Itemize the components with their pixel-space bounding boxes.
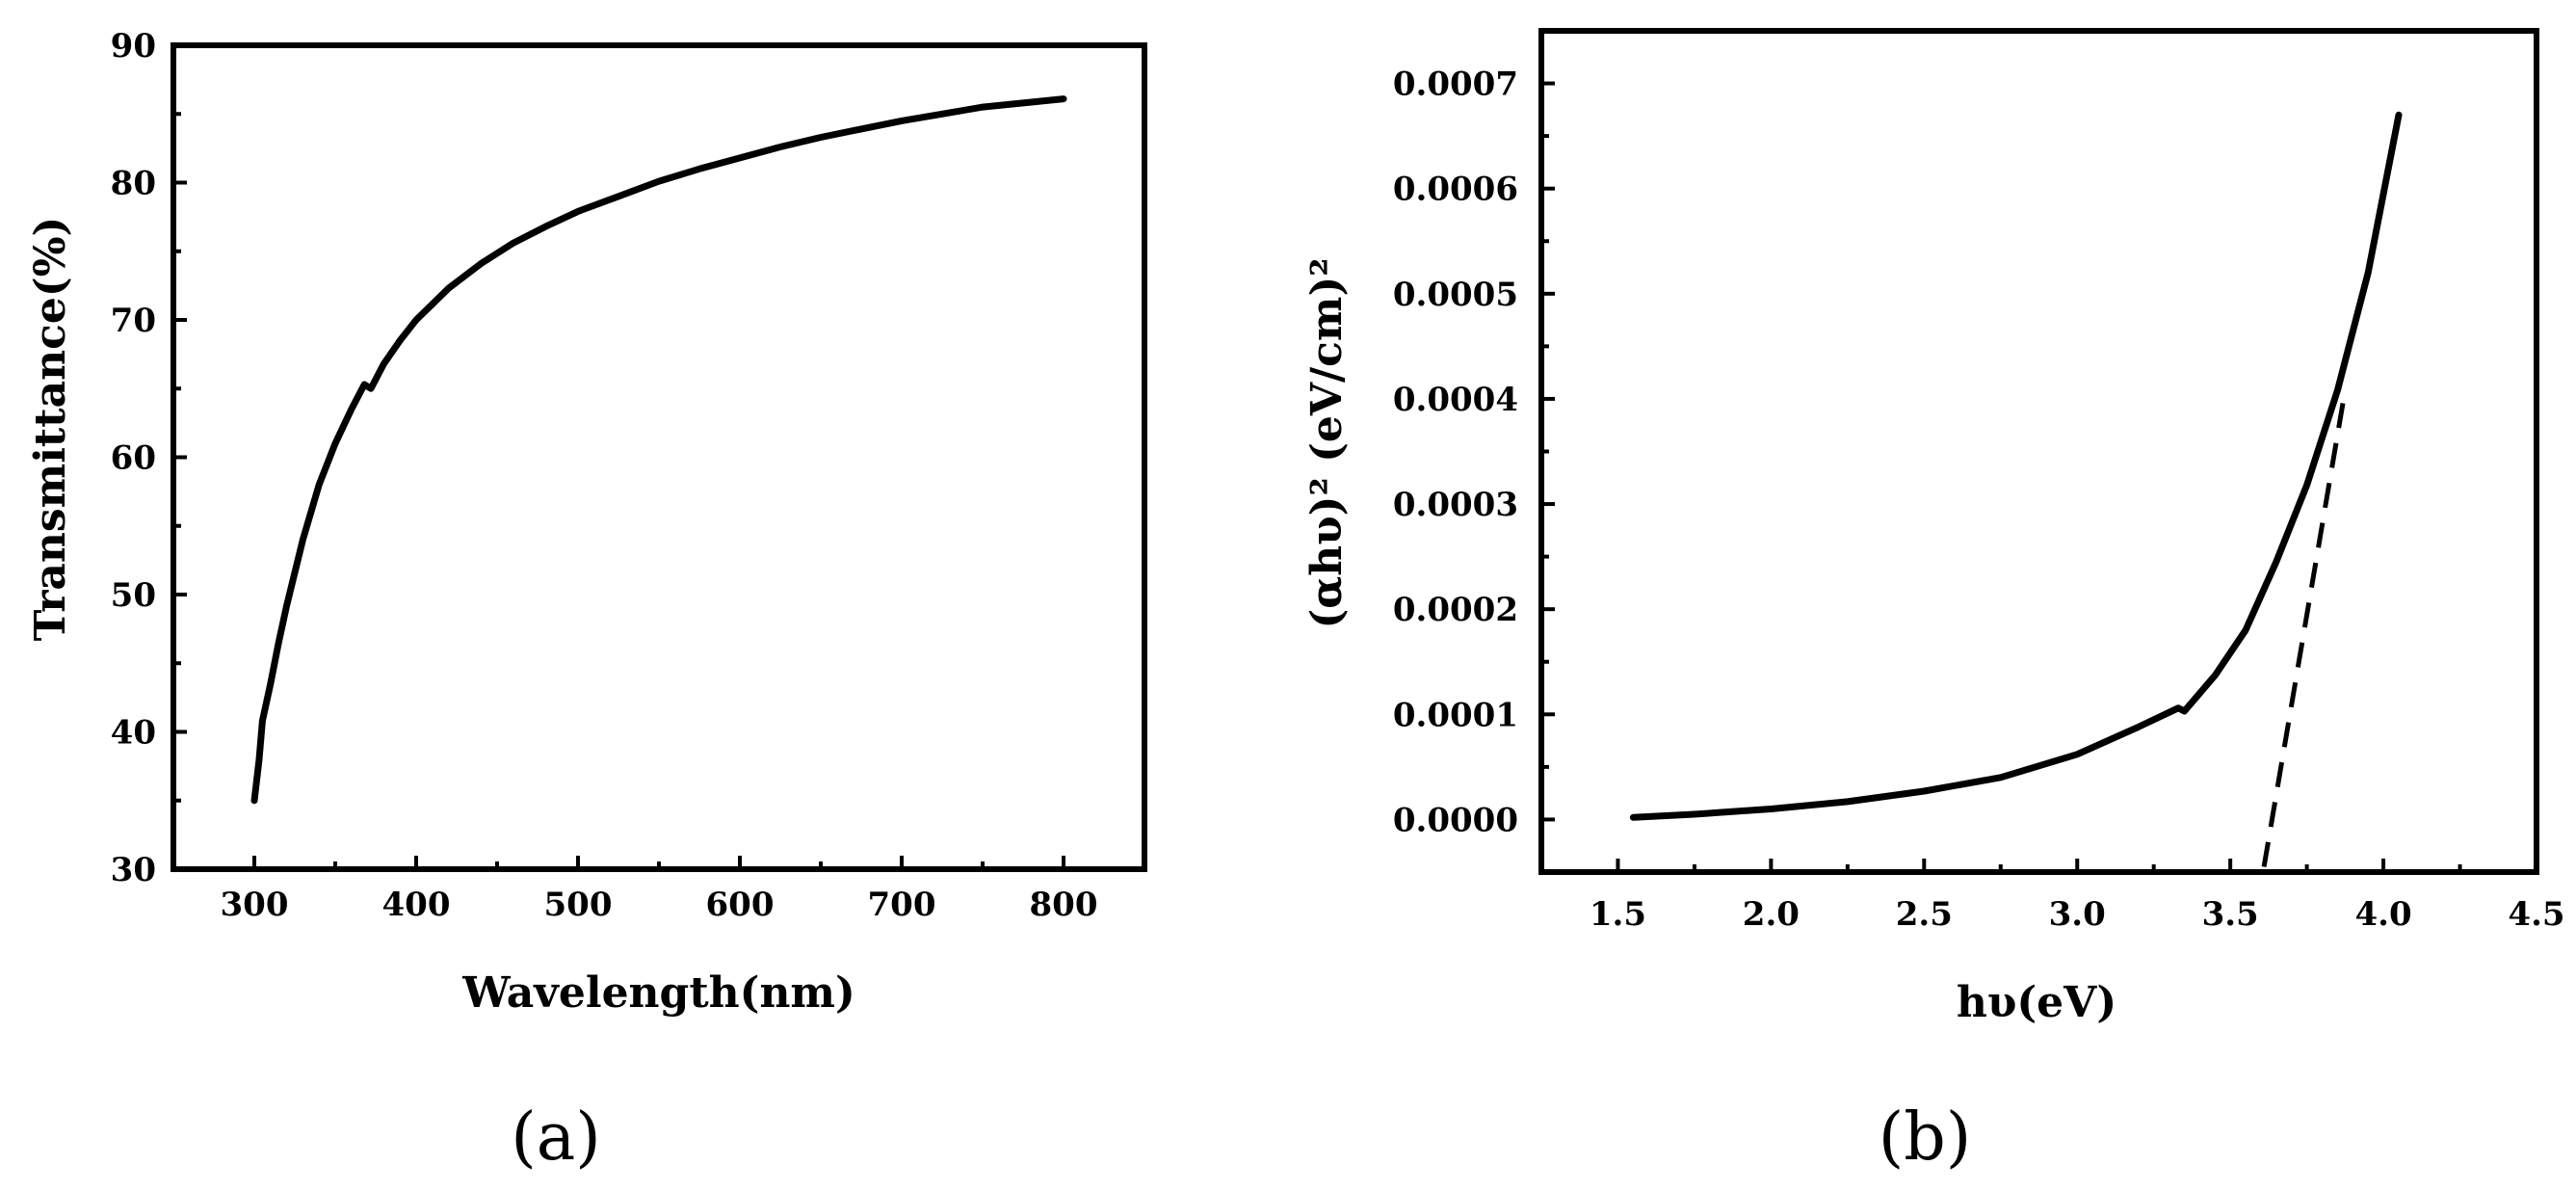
panel-label-a: (a) (511, 1099, 601, 1176)
chart-panel-a: 300 400 500 600 700 800 30 40 50 60 70 80 90 Wavelen… (26, 27, 1147, 1176)
chart-panel-b: 1.5 2.0 2.5 3.0 3.5 4.0 4.5 0.0000 0.0001 0.0002 0… (1302, 28, 2565, 1176)
y-tick-label: 0.0003 (1393, 486, 1518, 524)
y-axis-title-a: Transmittance(%) (26, 217, 75, 642)
axis-ticks-a: 300 400 500 600 700 800 30 40 50 60 70 80 90 (111, 27, 1098, 924)
data-curve (1629, 111, 2403, 821)
x-tick-label: 4.0 (2354, 895, 2411, 934)
plot-series-b (1629, 111, 2403, 867)
y-tick-label: 0.0006 (1393, 171, 1518, 209)
x-axis-title-b: hυ(eV) (1957, 978, 2116, 1027)
y-tick-label: 30 (111, 851, 156, 889)
y-tick-label: 0.0000 (1393, 801, 1518, 839)
axis-ticks-b: 1.5 2.0 2.5 3.0 3.5 4.0 4.5 0.0000 0.0001 0.0002 0… (1393, 66, 2565, 934)
y-tick-label: 50 (111, 576, 156, 615)
y-tick-label: 0.0004 (1393, 381, 1518, 419)
y-tick-label: 70 (111, 302, 156, 340)
x-tick-label: 1.5 (1590, 895, 1646, 934)
x-tick-label: 700 (868, 886, 936, 924)
y-tick-label: 0.0005 (1393, 276, 1518, 314)
x-tick-label: 3.5 (2202, 895, 2259, 934)
data-curve (250, 95, 1067, 805)
x-tick-label: 600 (706, 886, 775, 924)
y-tick-label: 80 (111, 165, 156, 203)
x-axis-title-a: Wavelength(nm) (461, 968, 855, 1018)
y-tick-label: 0.0002 (1393, 591, 1518, 629)
y-tick-label: 0.0001 (1393, 696, 1518, 734)
y-tick-label: 90 (111, 27, 156, 66)
y-tick-label: 60 (111, 439, 156, 478)
y-tick-label: 0.0007 (1393, 66, 1518, 104)
x-tick-label: 3.0 (2049, 895, 2106, 934)
y-axis-title-b: (αhυ)² (eV/cm)² (1302, 257, 1352, 628)
x-tick-label: 2.0 (1743, 895, 1800, 934)
x-tick-label: 500 (544, 886, 613, 924)
plot-frame-a (171, 42, 1147, 872)
x-tick-label: 2.5 (1896, 895, 1953, 934)
y-tick-label: 40 (111, 714, 156, 753)
tangent-line (2261, 398, 2347, 867)
x-tick-label: 800 (1030, 886, 1098, 924)
x-tick-label: 300 (221, 886, 289, 924)
plot-series-a (250, 95, 1067, 805)
x-tick-label: 4.5 (2508, 895, 2564, 934)
panel-label-b: (b) (1879, 1099, 1972, 1176)
x-tick-label: 400 (382, 886, 451, 924)
